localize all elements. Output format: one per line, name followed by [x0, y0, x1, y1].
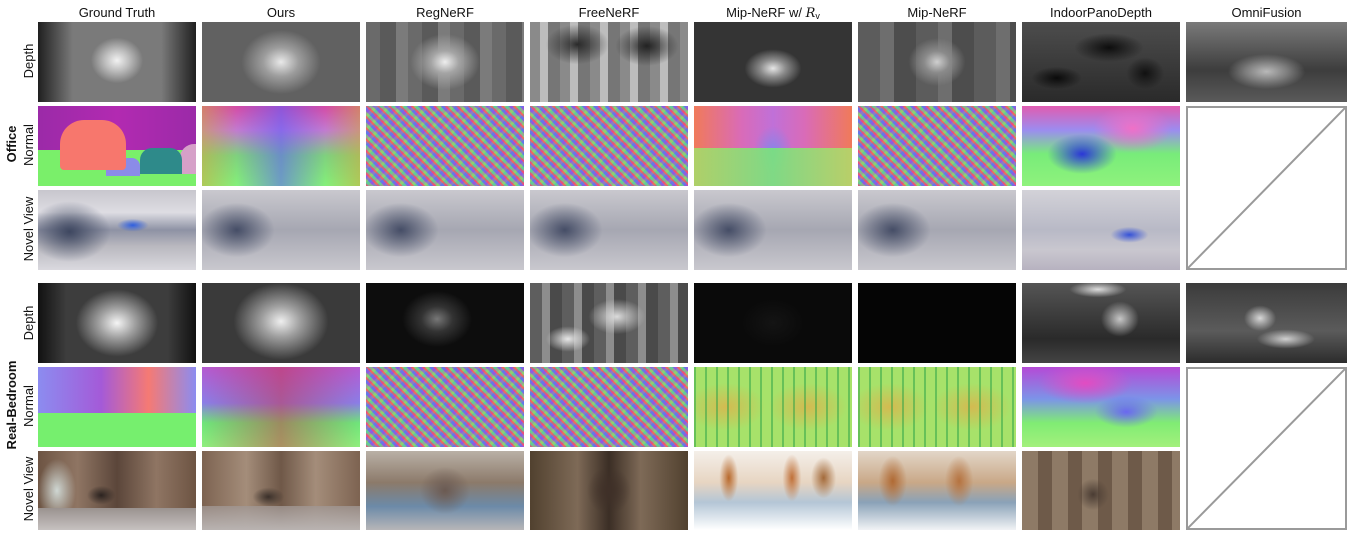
row-label-bedroom-novel-view: Novel View [21, 456, 36, 522]
office-omnifusion-not-available [1186, 106, 1347, 270]
office-depth-indoorpanodepth [1022, 22, 1180, 102]
bedroom-novel-view-mipnerf [858, 451, 1016, 530]
column-header-ours: Ours [266, 5, 296, 20]
office-depth-ours [202, 22, 360, 102]
bedroom-novel-view-mipnerf-rv [694, 451, 852, 530]
group-label-real-bedroom: Real-Bedroom [4, 360, 19, 450]
bedroom-normal-mipnerf [858, 367, 1016, 447]
office-depth-mipnerf-rv [694, 22, 852, 102]
bedroom-depth-freenerf [530, 283, 688, 363]
office-normal-regnerf [366, 106, 524, 186]
bedroom-normal-freenerf [530, 367, 688, 447]
office-normal-ours [202, 106, 360, 186]
office-depth-ground-truth [38, 22, 196, 102]
bedroom-omnifusion-not-available [1186, 367, 1347, 530]
bedroom-novel-view-ours [202, 451, 360, 530]
office-novel-view-mipnerf-rv [694, 190, 852, 270]
bedroom-normal-ours [202, 367, 360, 447]
bedroom-novel-view-freenerf [530, 451, 688, 530]
office-novel-view-ground-truth [38, 190, 196, 270]
office-novel-view-ours [202, 190, 360, 270]
office-novel-view-freenerf [530, 190, 688, 270]
office-novel-view-indoorpanodepth [1022, 190, 1180, 270]
regularizer-symbol: R [805, 6, 816, 21]
bedroom-novel-view-indoorpanodepth [1022, 451, 1180, 530]
column-header-indoorpanodepth: IndoorPanoDepth [1050, 5, 1152, 20]
bedroom-normal-indoorpanodepth [1022, 367, 1180, 447]
regularizer-subscript: v [815, 11, 820, 21]
bedroom-novel-view-ground-truth [38, 451, 196, 530]
office-depth-freenerf [530, 22, 688, 102]
office-depth-omnifusion [1186, 22, 1347, 102]
bedroom-depth-regnerf [366, 283, 524, 363]
office-novel-view-mipnerf [858, 190, 1016, 270]
bedroom-normal-mipnerf-rv [694, 367, 852, 447]
bedroom-depth-omnifusion [1186, 283, 1347, 363]
group-label-office: Office [4, 125, 19, 163]
bedroom-depth-ours [202, 283, 360, 363]
bedroom-depth-indoorpanodepth [1022, 283, 1180, 363]
bedroom-normal-ground-truth [38, 367, 196, 447]
bedroom-depth-mipnerf-rv [694, 283, 852, 363]
column-header-ground-truth: Ground Truth [78, 5, 156, 20]
office-depth-regnerf [366, 22, 524, 102]
diagonal-slash-icon [1188, 108, 1345, 268]
office-normal-freenerf [530, 106, 688, 186]
office-normal-mipnerf [858, 106, 1016, 186]
office-depth-mipnerf [858, 22, 1016, 102]
column-header-freenerf: FreeNeRF [578, 5, 640, 20]
column-header-mipnerf-rv-text: Mip-NeRF w/ [726, 5, 806, 20]
bedroom-normal-regnerf [366, 367, 524, 447]
office-normal-mipnerf-rv [694, 106, 852, 186]
diagonal-slash-icon [1188, 369, 1345, 528]
column-header-mipnerf-rv: Mip-NeRF w/ Rv [694, 4, 852, 22]
bedroom-novel-view-regnerf [366, 451, 524, 530]
bedroom-depth-ground-truth [38, 283, 196, 363]
column-header-regnerf: RegNeRF [416, 5, 474, 20]
office-novel-view-regnerf [366, 190, 524, 270]
bedroom-depth-mipnerf [858, 283, 1016, 363]
office-normal-ground-truth [38, 106, 196, 186]
office-normal-indoorpanodepth [1022, 106, 1180, 186]
column-header-mipnerf: Mip-NeRF [907, 5, 967, 20]
column-header-omnifusion: OmniFusion [1231, 5, 1302, 20]
